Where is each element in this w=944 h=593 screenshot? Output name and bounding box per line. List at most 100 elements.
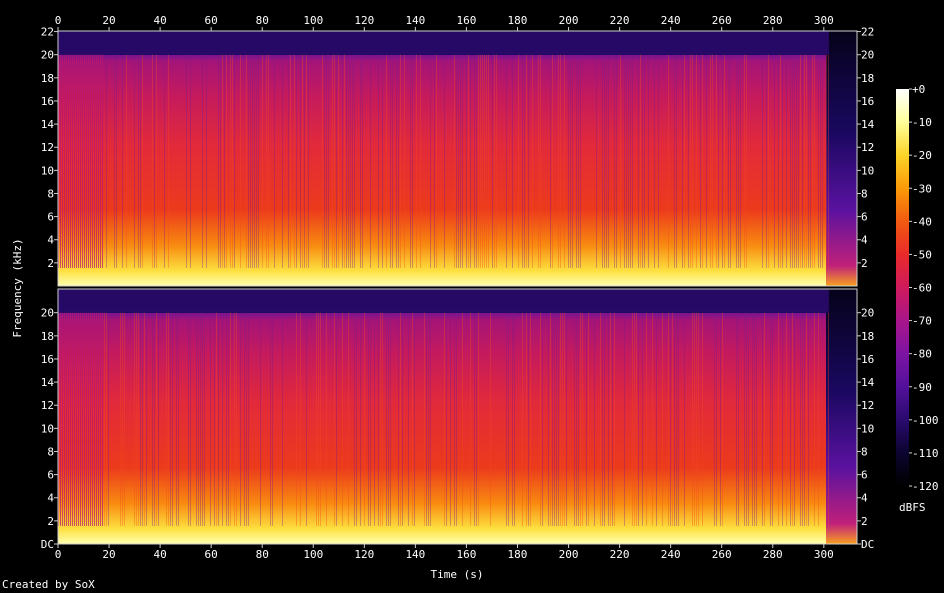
y-tick-label: 8 [861,187,868,200]
spectral-stripe [576,312,577,526]
spectral-stripe [818,54,819,268]
spectral-stripe [562,312,563,526]
spectral-stripe [630,54,631,268]
spectral-stripe [548,312,549,526]
spectral-stripe [612,312,613,526]
spectral-stripe [674,312,675,526]
spectral-stripe [230,312,231,526]
spectral-stripe [226,312,227,526]
y-tick-label: 8 [47,187,54,200]
x-tick-label: 20 [102,14,115,27]
y-tick-label: 2 [861,515,868,528]
spectral-stripe [594,312,595,526]
spectral-stripe [164,54,165,268]
spectral-stripe [596,54,597,268]
channel-2-plot [57,288,858,545]
spectral-stripe [676,54,677,268]
spectral-stripe [354,312,355,526]
spectral-stripe [92,312,93,526]
spectral-stripe [336,54,337,268]
spectral-stripe [304,54,305,268]
spectral-stripe [272,312,273,526]
spectral-stripe [718,54,719,268]
y-tick-label: 18 [861,330,874,343]
spectral-stripe [554,312,555,526]
y-tick-label: 16 [41,95,54,108]
spectral-stripe [564,312,565,526]
x-tick-label: 180 [508,14,528,27]
spectral-stripe [224,54,225,268]
spectral-stripe [514,312,515,526]
spectral-stripe [96,312,97,526]
spectral-stripe [76,54,77,268]
spectral-stripe [218,54,219,268]
spectral-stripe [316,312,317,526]
spectral-stripe [558,312,559,526]
spectral-stripe [602,312,603,526]
spectral-stripe [296,54,297,268]
spectral-stripe [794,54,795,268]
y-tick-label: 10 [861,164,874,177]
spectral-stripe [186,54,187,268]
spectral-stripe [138,312,139,526]
spectral-stripe [218,312,219,526]
spectral-stripe [354,54,355,268]
spectral-stripe [336,312,337,526]
spectral-stripe [190,312,191,526]
spectral-stripe [486,54,487,268]
spectral-stripe [476,312,477,526]
spectral-stripe [202,312,203,526]
spectral-stripe [322,54,323,268]
spectral-stripe [74,54,75,268]
spectral-stripe [74,312,75,526]
spectral-stripe [526,312,527,526]
spectral-stripe [356,312,357,526]
colorbar-tick-label: -100 [912,414,939,427]
spectral-stripe [338,54,339,268]
spectral-stripe [454,312,455,526]
spectral-stripe [692,54,693,268]
spectral-stripe [782,54,783,268]
spectral-stripe [790,54,791,268]
spectral-stripe [542,312,543,526]
spectral-stripe [156,312,157,526]
spectral-stripe [716,312,717,526]
spectral-stripe [762,312,763,526]
spectral-stripe [796,54,797,268]
x-tick-label: 120 [354,548,374,561]
spectral-stripe [156,54,157,268]
spectral-stripe [248,54,249,268]
spectral-stripe [474,312,475,526]
spectral-stripe [420,54,421,268]
colorbar-tick-label: -30 [912,182,932,195]
x-tick-label: 220 [610,548,630,561]
spectral-stripe [332,54,333,268]
spectral-stripe [810,54,811,268]
spectral-stripe [604,312,605,526]
spectral-stripe [828,54,829,268]
spectral-stripe [352,54,353,268]
channel-2-frame [57,288,858,545]
spectral-stripe [482,54,483,268]
spectral-stripe [566,312,567,526]
x-axis-top: 0 20 40 60 80 100 120 140 160 180 200 220 240 260 280 3… [55,14,834,31]
spectral-stripe [100,312,101,526]
spectral-stripe [408,312,409,526]
spectral-stripe [216,312,217,526]
spectral-stripe [580,54,581,268]
channel-1-spectrum [58,31,857,286]
spectral-stripe [528,54,529,268]
spectral-stripe [586,312,587,526]
spectral-stripe [538,54,539,268]
spectral-stripe [632,54,633,268]
spectral-stripe [780,54,781,268]
spectral-stripe [530,312,531,526]
spectral-stripe [430,54,431,268]
spectral-stripe [470,54,471,268]
spectral-stripe [690,54,691,268]
spectral-stripe [468,54,469,268]
spectral-stripe [400,312,401,526]
spectral-stripe [300,54,301,268]
spectral-stripe [608,54,609,268]
